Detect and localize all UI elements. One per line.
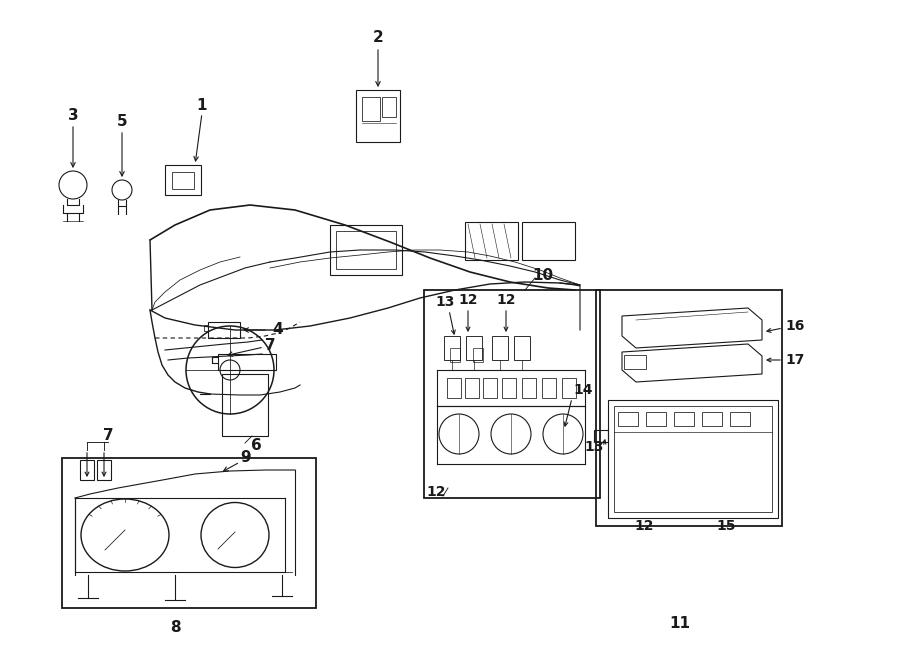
Bar [362, 97, 380, 121]
Bar [466, 336, 482, 360]
Bar [624, 355, 646, 369]
Text: 17: 17 [785, 353, 805, 367]
Text: 7: 7 [103, 428, 113, 442]
Bar [473, 348, 483, 362]
Bar [514, 336, 530, 360]
Text: 4: 4 [273, 323, 284, 338]
Text: 14: 14 [573, 383, 592, 397]
Text: 11: 11 [670, 617, 690, 631]
Bar [646, 412, 666, 426]
Text: 9: 9 [240, 451, 251, 465]
Bar [356, 90, 400, 142]
Bar [596, 290, 782, 526]
Bar [483, 378, 497, 398]
Text: 5: 5 [117, 114, 127, 130]
Bar [730, 412, 750, 426]
Bar [218, 354, 276, 370]
Text: 2: 2 [373, 30, 383, 46]
Bar [492, 336, 508, 360]
Bar [447, 378, 461, 398]
Bar [444, 336, 460, 360]
Bar [222, 374, 268, 436]
Bar [172, 172, 194, 189]
Text: 12: 12 [427, 485, 446, 499]
Bar [674, 412, 694, 426]
Bar [165, 165, 201, 195]
Bar [62, 458, 316, 608]
Text: 3: 3 [68, 108, 78, 124]
Bar [208, 322, 240, 338]
Bar [594, 430, 608, 442]
Bar [542, 378, 556, 398]
Bar [382, 97, 396, 117]
Text: 13: 13 [585, 440, 604, 454]
Bar [608, 400, 778, 518]
Bar [522, 222, 575, 260]
Bar [522, 378, 536, 398]
Bar [502, 378, 516, 398]
Text: 1: 1 [197, 98, 207, 112]
Bar [336, 231, 396, 269]
Text: 7: 7 [265, 338, 275, 352]
Bar [80, 460, 94, 480]
Bar [450, 348, 460, 362]
Bar [562, 378, 576, 398]
Text: 15: 15 [716, 519, 736, 533]
Text: 12: 12 [458, 293, 478, 307]
Text: 8: 8 [170, 621, 180, 635]
Bar [330, 225, 402, 275]
Text: 16: 16 [785, 319, 805, 333]
Text: 6: 6 [250, 438, 261, 453]
Text: 12: 12 [496, 293, 516, 307]
Bar [97, 460, 111, 480]
Text: 12: 12 [634, 519, 653, 533]
Bar [465, 222, 518, 260]
Bar [702, 412, 722, 426]
Bar [614, 406, 772, 512]
Bar [424, 290, 600, 498]
Bar [618, 412, 638, 426]
Text: 13: 13 [436, 295, 454, 309]
Bar [465, 378, 479, 398]
Text: 10: 10 [533, 268, 554, 282]
